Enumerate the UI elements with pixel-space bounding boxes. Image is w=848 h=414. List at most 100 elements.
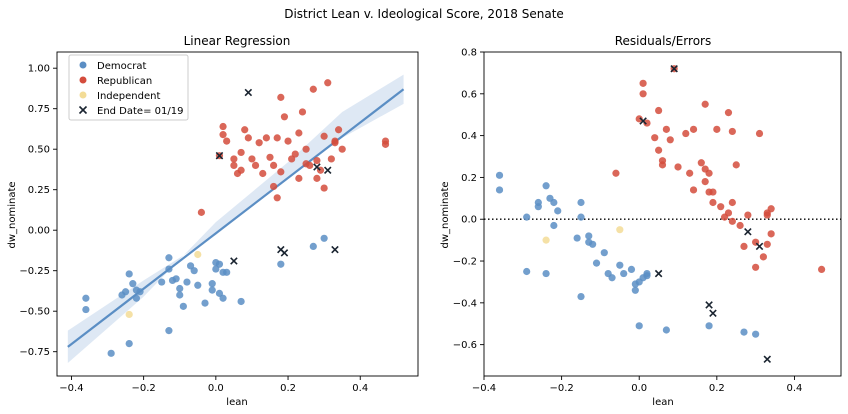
republican-point bbox=[817, 265, 826, 273]
republican-point bbox=[635, 115, 643, 123]
democrat-point bbox=[165, 327, 173, 335]
democrat-point bbox=[219, 294, 227, 302]
democrat-point bbox=[237, 297, 245, 306]
republican-point bbox=[655, 106, 663, 115]
democrat-point bbox=[208, 286, 216, 294]
republican-point bbox=[277, 93, 285, 101]
democrat-point bbox=[635, 322, 643, 330]
republican-point bbox=[313, 174, 321, 182]
democrat-point bbox=[190, 267, 198, 275]
residuals-ylabel: dw_nominate bbox=[440, 181, 451, 248]
democrat-point bbox=[82, 294, 90, 302]
democrat-point bbox=[183, 278, 191, 286]
y-tick-label: 0.2 bbox=[461, 173, 477, 184]
republican-point bbox=[266, 153, 274, 161]
democrat-point bbox=[176, 291, 184, 299]
democrat-point bbox=[631, 286, 639, 294]
end-date-marker bbox=[244, 88, 253, 97]
x-tick-label: 0.2 bbox=[709, 383, 725, 394]
republican-point bbox=[338, 145, 346, 153]
democrat-point bbox=[550, 221, 558, 230]
republican-point bbox=[313, 156, 321, 165]
democrat-point bbox=[277, 260, 285, 268]
end-date-marker bbox=[331, 245, 339, 254]
republican-point bbox=[755, 129, 764, 138]
republican-point bbox=[298, 108, 307, 116]
end-date-marker bbox=[280, 249, 289, 257]
republican-point bbox=[280, 113, 289, 121]
independent-point bbox=[125, 310, 133, 319]
legend-democrat-label: Democrat bbox=[97, 61, 146, 72]
independent-point bbox=[542, 236, 550, 244]
y-tick-label: −0.4 bbox=[453, 298, 477, 309]
democrat-point bbox=[320, 234, 328, 242]
republican-point bbox=[291, 150, 299, 158]
republican-point bbox=[306, 161, 314, 169]
democrat-point bbox=[523, 267, 531, 276]
republican-point bbox=[724, 109, 733, 117]
republican-point bbox=[713, 125, 721, 133]
end-date-marker bbox=[639, 117, 647, 125]
democrat-point bbox=[125, 340, 133, 348]
republican-point bbox=[736, 221, 744, 230]
republican-point bbox=[244, 134, 252, 142]
republican-point bbox=[309, 85, 317, 93]
democrat-point bbox=[309, 242, 317, 250]
republican-point bbox=[639, 90, 647, 98]
regression-line bbox=[67, 88, 405, 348]
democrat-point bbox=[165, 254, 173, 262]
y-tick-label: 1.00 bbox=[28, 64, 50, 75]
democrat-point bbox=[165, 265, 173, 273]
democrat-point bbox=[635, 278, 643, 286]
y-tick-label: −0.25 bbox=[19, 266, 50, 277]
democrat-point bbox=[627, 265, 636, 273]
republican-point bbox=[241, 126, 249, 134]
republican-point bbox=[655, 146, 663, 154]
republican-point bbox=[237, 148, 245, 157]
republican-point bbox=[767, 230, 775, 238]
democrat-point bbox=[577, 198, 585, 207]
residuals-xlabel: lean bbox=[652, 397, 673, 408]
republican-point bbox=[273, 134, 281, 142]
x-tick-label: −0.4 bbox=[472, 383, 496, 394]
legend-independent-marker bbox=[79, 91, 87, 99]
democrat-point bbox=[600, 249, 608, 257]
end-date-marker bbox=[705, 301, 713, 309]
republican-point bbox=[686, 169, 694, 177]
y-tick-label: 0.4 bbox=[461, 131, 477, 142]
republican-point bbox=[295, 174, 303, 182]
democrat-point bbox=[534, 203, 542, 211]
y-tick-label: 0.25 bbox=[28, 185, 50, 196]
democrat-point bbox=[132, 294, 141, 302]
residuals-title: Residuals/Errors bbox=[615, 34, 711, 48]
end-date-marker bbox=[755, 242, 764, 251]
end-date-marker bbox=[670, 64, 678, 73]
republican-point bbox=[273, 194, 281, 202]
republican-point bbox=[255, 139, 263, 147]
republican-point bbox=[331, 137, 339, 145]
republican-point bbox=[259, 169, 267, 178]
end-date-marker bbox=[313, 163, 321, 171]
republican-point bbox=[230, 161, 238, 169]
republican-point bbox=[682, 129, 690, 138]
end-date-marker bbox=[323, 166, 332, 175]
end-date-marker bbox=[215, 151, 224, 160]
democrat-point bbox=[121, 288, 130, 296]
legend-end-date-marker bbox=[78, 105, 88, 115]
republican-point bbox=[697, 159, 705, 167]
y-tick-label: 0.00 bbox=[28, 226, 50, 237]
republican-point bbox=[639, 79, 647, 87]
republican-point bbox=[643, 119, 651, 127]
democrat-point bbox=[577, 213, 585, 221]
end-date-marker bbox=[654, 269, 663, 278]
y-tick-label: 0.0 bbox=[461, 215, 477, 226]
republican-point bbox=[320, 184, 328, 192]
democrat-point bbox=[215, 260, 224, 268]
y-tick-label: −0.6 bbox=[453, 340, 477, 351]
democrat-point bbox=[179, 302, 187, 310]
republican-point bbox=[270, 182, 278, 191]
republican-point bbox=[270, 161, 278, 169]
legend-independent-label: Independent bbox=[97, 91, 160, 102]
democrat-point bbox=[542, 269, 550, 278]
republican-point bbox=[666, 136, 674, 144]
